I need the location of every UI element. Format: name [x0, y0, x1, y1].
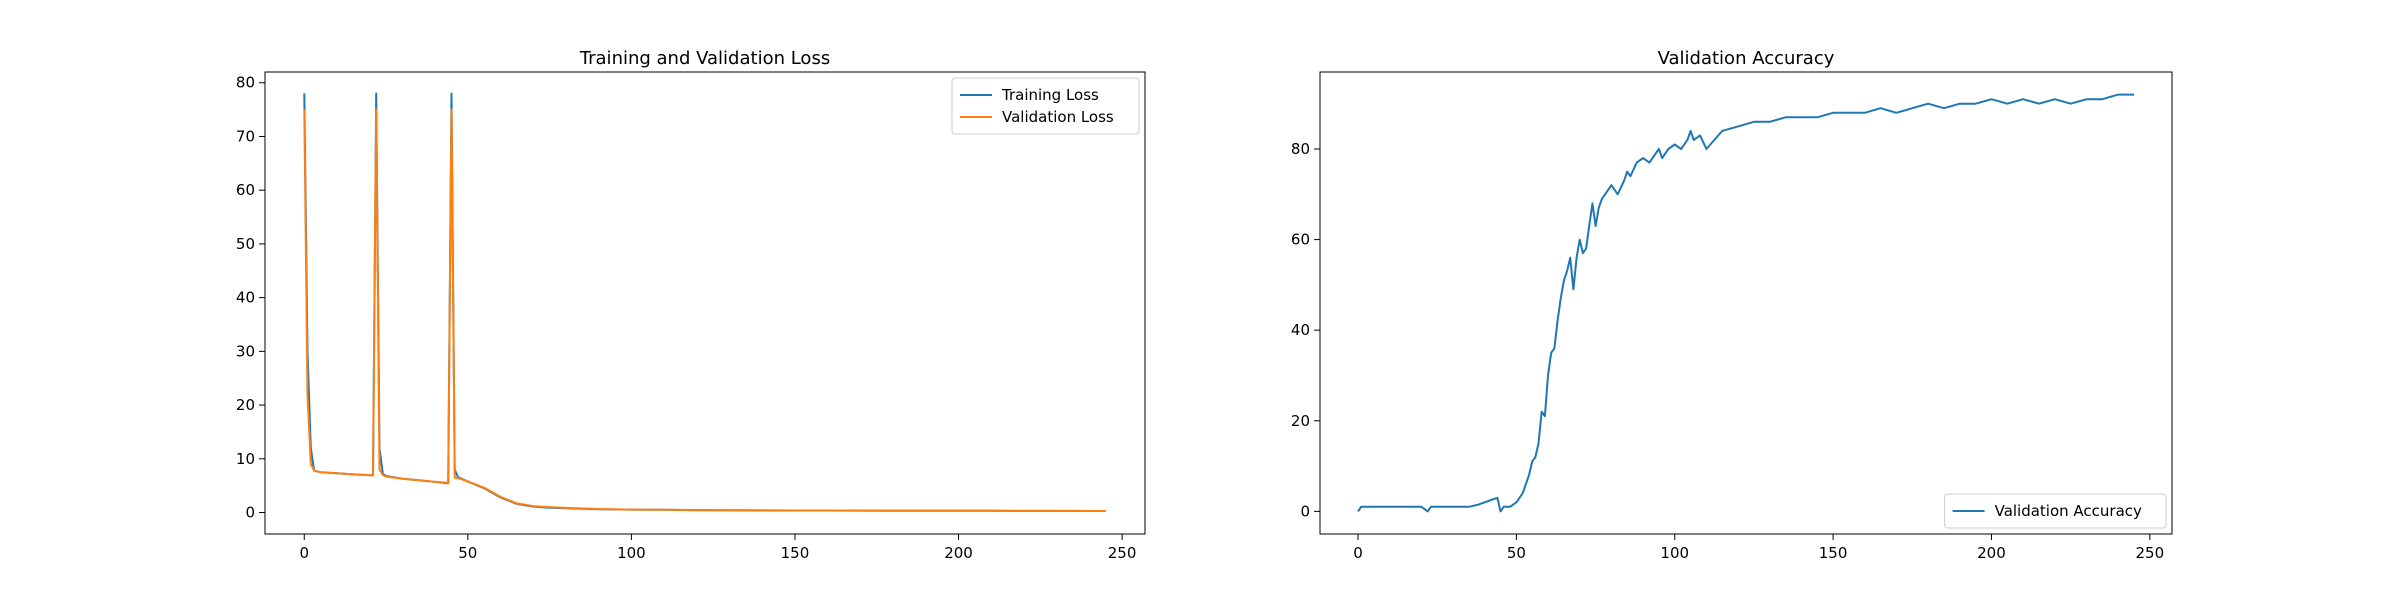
- y-tick-label: 20: [236, 396, 255, 414]
- x-tick-label: 50: [1507, 544, 1526, 562]
- legend-label: Training Loss: [1001, 86, 1099, 104]
- x-tick-label: 0: [299, 544, 309, 562]
- y-tick-label: 0: [1300, 502, 1310, 520]
- plot-frame: [264, 71, 1146, 535]
- x-tick-label: 0: [1353, 544, 1363, 562]
- y-tick-label: 20: [1291, 412, 1310, 430]
- x-tick-label: 250: [2136, 544, 2165, 562]
- y-tick-label: 40: [1291, 321, 1310, 339]
- series-line-1: [303, 108, 1106, 512]
- y-tick-label: 10: [236, 450, 255, 468]
- y-tick-label: 0: [245, 504, 255, 522]
- x-tick-label: 50: [458, 544, 477, 562]
- series-line-0: [1357, 93, 2134, 513]
- legend-label: Validation Loss: [1002, 108, 1114, 126]
- legend: Validation Accuracy: [1944, 493, 2167, 529]
- y-tick-label: 30: [236, 342, 255, 360]
- legend: Training Loss Validation Loss: [951, 77, 1140, 135]
- y-tick-label: 70: [236, 127, 255, 145]
- accuracy-chart: Validation Accuracy 0 50 100 150 200 250 0 20 40…: [1291, 48, 2173, 562]
- x-tick-label: 100: [1660, 544, 1689, 562]
- legend-box: [1944, 493, 2167, 529]
- x-tick-label: 100: [617, 544, 646, 562]
- y-tick-label: 60: [236, 181, 255, 199]
- y-tick-label: 80: [1291, 140, 1310, 158]
- chart-title: Validation Accuracy: [1658, 48, 1835, 69]
- x-tick-label: 200: [1977, 544, 2006, 562]
- x-tick-label: 150: [1819, 544, 1848, 562]
- series-line-0: [303, 92, 1106, 512]
- x-tick-label: 150: [781, 544, 810, 562]
- y-tick-label: 50: [236, 235, 255, 253]
- y-tick-label: 80: [236, 74, 255, 92]
- y-tick-label: 40: [236, 289, 255, 307]
- x-tick-label: 250: [1108, 544, 1137, 562]
- x-tick-label: 200: [944, 544, 973, 562]
- loss-chart: Training and Validation Loss 0 50 100 150 20…: [236, 48, 1146, 562]
- legend-box: [951, 77, 1140, 135]
- plot-frame: [1319, 71, 2173, 535]
- chart-title: Training and Validation Loss: [579, 48, 830, 69]
- legend-label: Validation Accuracy: [1995, 502, 2142, 520]
- y-tick-label: 60: [1291, 231, 1310, 249]
